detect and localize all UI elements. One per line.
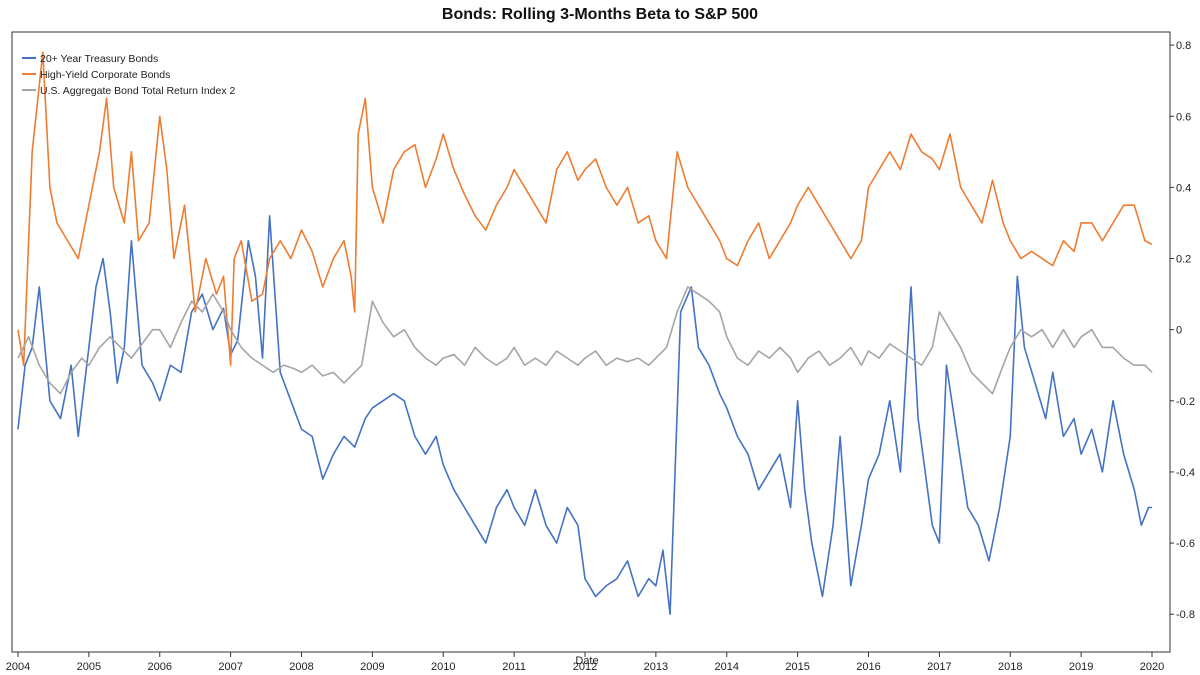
series-line-2 (17, 286, 1153, 395)
series-line-0 (17, 215, 1152, 616)
x-tick-label: 2009 (360, 661, 384, 673)
x-tick-label: 2018 (998, 661, 1022, 673)
legend-label-1: High-Yield Corporate Bonds (40, 69, 170, 81)
x-tick-label: 2015 (785, 661, 809, 673)
y-tick-label: -0.2 (1176, 396, 1195, 408)
y-tick-label: -0.8 (1176, 609, 1195, 621)
y-tick-label: -0.4 (1176, 467, 1195, 479)
x-tick-label: 2016 (856, 661, 880, 673)
legend: 20+ Year Treasury Bonds High-Yield Corpor… (22, 53, 236, 97)
x-tick-label: 2011 (502, 661, 526, 673)
x-tick-label: 2013 (644, 661, 668, 673)
series-group (17, 51, 1153, 616)
chart-title: Bonds: Rolling 3-Months Beta to S&P 500 (441, 6, 759, 23)
y-tick-label: 0 (1176, 325, 1182, 337)
y-tick-label: 0.4 (1176, 182, 1191, 194)
x-tick-label: 2020 (1140, 661, 1164, 673)
x-tick-label: 2008 (289, 661, 313, 673)
y-tick-label: 0.6 (1176, 111, 1191, 123)
y-tick-label: 0.2 (1176, 254, 1191, 266)
legend-label-2: U.S. Aggregate Bond Total Return Index 2 (40, 85, 236, 97)
x-tick-label: 2006 (148, 661, 172, 673)
y-tick-label: -0.6 (1176, 538, 1195, 550)
x-tick-label: 2010 (431, 661, 455, 673)
x-tick-label: 2007 (218, 661, 242, 673)
x-tick-label: 2005 (77, 661, 101, 673)
y-axis-ticks: 0.8 0.6 0.4 0.2 0 -0.2 -0.4 -0.6 -0.8 (1170, 40, 1195, 621)
x-tick-label: 2017 (927, 661, 951, 673)
x-tick-label: 2012 (573, 661, 597, 673)
series-line-1 (17, 51, 1153, 367)
x-tick-label: 2004 (6, 661, 30, 673)
y-tick-label: 0.8 (1176, 40, 1191, 52)
legend-label-0: 20+ Year Treasury Bonds (40, 53, 158, 65)
x-axis-ticks: 2004 2005 2006 2007 2008 2009 2010 2011 2012 2013… (6, 652, 1164, 673)
x-tick-label: 2014 (715, 661, 739, 673)
plot-frame (11, 31, 1171, 653)
x-tick-label: 2019 (1069, 661, 1093, 673)
x-axis-title: Date (575, 655, 598, 667)
